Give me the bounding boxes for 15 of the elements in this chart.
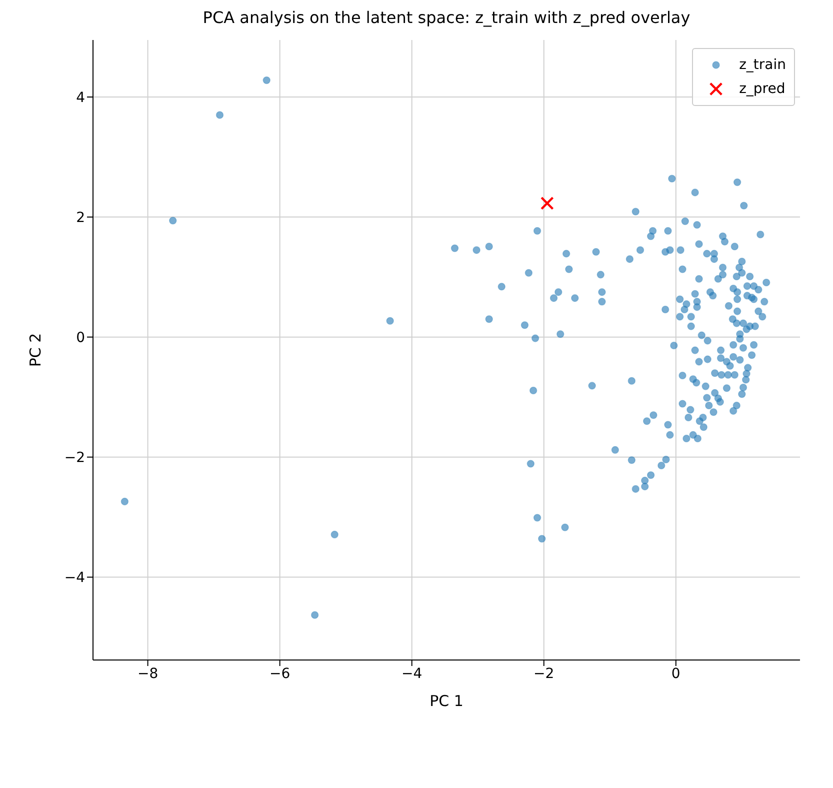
x-tick-label: −2 (534, 666, 554, 682)
x-tick-label: −8 (137, 666, 158, 682)
x-tick-label: 0 (671, 666, 680, 682)
legend-label: z_pred (739, 81, 786, 97)
x-tick-label: −4 (402, 666, 422, 682)
legend-label: z_train (739, 57, 786, 73)
x-axis-title: PC 1 (430, 692, 464, 710)
y-tick-label: 0 (76, 330, 85, 346)
y-axis-title: PC 2 (26, 333, 44, 367)
y-tick-label: 4 (76, 90, 86, 106)
x-tick-label: −6 (269, 666, 290, 682)
chart-title: PCA analysis on the latent space: z_train with z_pred overlay (202, 8, 692, 27)
y-tick-label: −4 (64, 570, 86, 586)
y-tick-label: 2 (76, 210, 85, 226)
y-tick-label: −2 (64, 450, 85, 466)
